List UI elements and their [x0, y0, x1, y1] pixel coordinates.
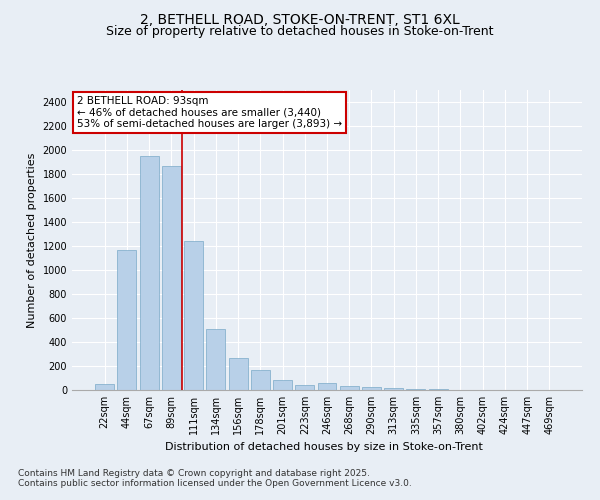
Text: 2 BETHELL ROAD: 93sqm
← 46% of detached houses are smaller (3,440)
53% of semi-d: 2 BETHELL ROAD: 93sqm ← 46% of detached …	[77, 96, 342, 129]
Text: Size of property relative to detached houses in Stoke-on-Trent: Size of property relative to detached ho…	[106, 25, 494, 38]
Bar	[95, 384, 114, 390]
Text: Contains public sector information licensed under the Open Government Licence v3: Contains public sector information licen…	[18, 478, 412, 488]
Bar	[162, 166, 181, 390]
Bar	[362, 387, 381, 390]
Y-axis label: Number of detached properties: Number of detached properties	[27, 152, 37, 328]
Bar	[317, 384, 337, 390]
Text: Contains HM Land Registry data © Crown copyright and database right 2025.: Contains HM Land Registry data © Crown c…	[18, 468, 370, 477]
Bar	[118, 250, 136, 390]
Bar	[140, 156, 158, 390]
Bar	[251, 370, 270, 390]
Text: 2, BETHELL ROAD, STOKE-ON-TRENT, ST1 6XL: 2, BETHELL ROAD, STOKE-ON-TRENT, ST1 6XL	[140, 12, 460, 26]
Text: Distribution of detached houses by size in Stoke-on-Trent: Distribution of detached houses by size …	[165, 442, 483, 452]
Bar	[206, 329, 225, 390]
Bar	[384, 388, 403, 390]
Bar	[229, 358, 248, 390]
Bar	[295, 384, 314, 390]
Bar	[184, 241, 203, 390]
Bar	[273, 380, 292, 390]
Bar	[340, 386, 359, 390]
